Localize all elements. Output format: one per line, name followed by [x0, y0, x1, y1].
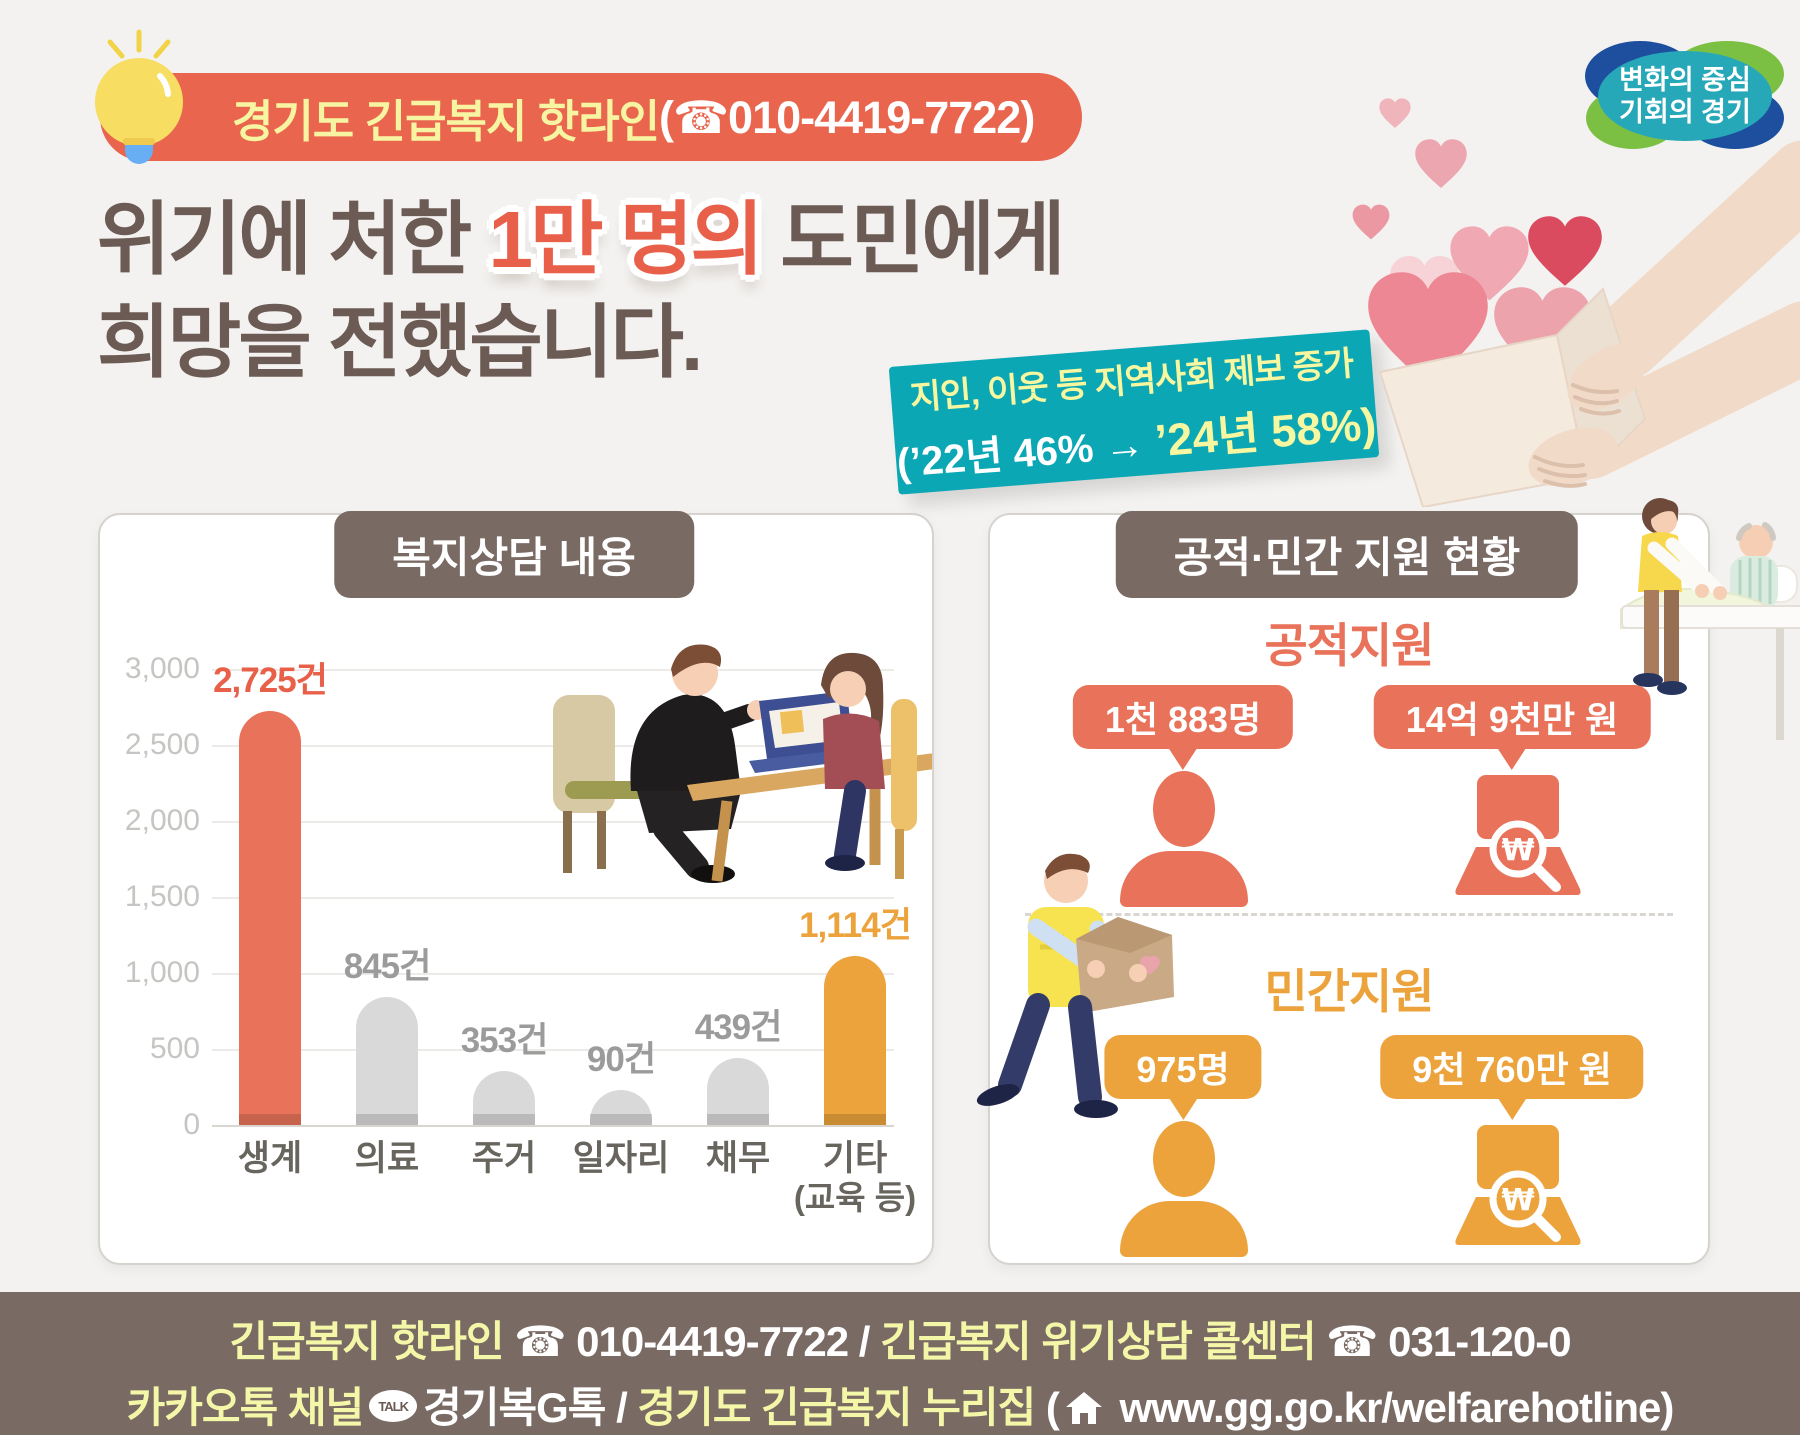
- gridline: [212, 973, 894, 975]
- y-axis-label: 2,000: [124, 804, 200, 837]
- kakao-talk-icon: TALK: [369, 1390, 418, 1426]
- ribbon-line2-white: (’22년 46% →: [895, 421, 1158, 486]
- gridline: [212, 897, 894, 899]
- y-axis-label: 1,000: [124, 956, 200, 989]
- private-amount-bubble: 9천 760만 원: [1380, 1035, 1644, 1099]
- svg-text:₩: ₩: [1501, 1183, 1534, 1218]
- gridline: [212, 1049, 894, 1051]
- footer-contact-bar: 긴급복지 핫라인 ☎ 010-4419-7722 / 긴급복지 위기상담 콜센터…: [0, 1292, 1800, 1435]
- public-people-bubble: 1천 883명: [1072, 685, 1294, 749]
- footer-text-segment: 긴급복지 핫라인: [229, 1318, 515, 1365]
- support-card-title: 공적·민간 지원 현황: [1115, 511, 1579, 598]
- hearts-giving-illustration: [1352, 98, 1800, 507]
- y-axis-label: 500: [149, 1032, 200, 1065]
- category-label: 생계: [237, 1139, 303, 1178]
- category-label: 채무: [705, 1139, 771, 1178]
- chart-card-title: 복지상담 내용: [334, 511, 694, 598]
- gridline: [212, 1125, 894, 1127]
- delivery-volunteer-illustration: [976, 853, 1174, 1118]
- hotline-badge: 경기도 긴급복지 핫라인 (☎010-4419-7722): [100, 73, 1083, 161]
- section-divider: [1025, 913, 1673, 916]
- category-label: 주거: [471, 1139, 537, 1178]
- laptop-money-search-icon: ₩: [1455, 1125, 1581, 1245]
- person-icon: [1120, 1121, 1248, 1257]
- gyeonggi-logo-text: 변화의 중심 기회의 경기: [1585, 40, 1785, 152]
- bar-value-label: 845건: [343, 947, 432, 986]
- bar: [473, 1071, 535, 1125]
- logo-line2: 기회의 경기: [1619, 97, 1751, 127]
- y-axis-label: 0: [183, 1108, 200, 1141]
- bar-value-label: 2,725건: [213, 661, 328, 700]
- headline-line2: 희망을 전했습니다.: [97, 298, 703, 388]
- bar: [707, 1058, 769, 1125]
- person-icon: [1120, 771, 1248, 907]
- bar-value-label: 353건: [460, 1021, 549, 1060]
- footer-text-segment: 긴급복지 위기상담 콜센터: [880, 1318, 1327, 1365]
- footer-text-segment: www.gg.go.kr/welfarehotline): [1108, 1384, 1675, 1431]
- public-support-label: 공적지원: [1264, 619, 1435, 672]
- footer-text-segment: 경기복G톡 /: [423, 1384, 638, 1431]
- footer-line2: 카카오톡 채널 TALK 경기복G톡 / 경기도 긴급복지 누리집 ( www.gg…: [0, 1374, 1800, 1435]
- bar: [356, 997, 418, 1125]
- hotline-badge-phone: (☎010-4419-7722): [659, 91, 1035, 143]
- bar: [239, 711, 301, 1125]
- hotline-badge-title: 경기도 긴급복지 핫라인: [232, 95, 660, 147]
- footer-text-segment: ☎ 031-120-0: [1326, 1318, 1571, 1365]
- bar-value-label: 1,114건: [799, 906, 912, 945]
- bar-value-label: 439건: [694, 1008, 783, 1047]
- laptop-money-search-icon: ₩: [1455, 775, 1581, 895]
- lightbulb-icon: [95, 29, 183, 164]
- gyeonggi-logo: 변화의 중심 기회의 경기: [1585, 40, 1785, 157]
- gridline: [212, 821, 894, 823]
- gyeonggi-logo-blobs: [1585, 41, 1784, 149]
- consultation-illustration: [553, 644, 932, 883]
- gridline: [212, 669, 894, 671]
- private-support-section: 민간지원 975명 9천 760만 원 ₩: [990, 515, 1708, 1263]
- caregiver-illustration: [1620, 498, 1800, 740]
- home-icon: [1065, 1392, 1102, 1424]
- headline-line1-post: 도민에게: [760, 195, 1065, 284]
- y-axis-label: 2,500: [124, 728, 200, 761]
- support-status-card: 공적지원 1천 883명 14억 9천만 원 ₩ 민간지원 975명 9천 76…: [988, 513, 1710, 1265]
- footer-line1: 긴급복지 핫라인 ☎ 010-4419-7722 / 긴급복지 위기상담 콜센터…: [0, 1308, 1800, 1369]
- headline-highlight: 1만 명의: [488, 195, 764, 284]
- category-label: 기타 (교육 등): [793, 1139, 917, 1217]
- public-amount-bubble: 14억 9천만 원: [1373, 685, 1651, 749]
- footer-text-segment: 경기도 긴급복지 누리집: [637, 1384, 1046, 1431]
- main-headline: 위기에 처한 1만 명의 도민에게 희망을 전했습니다.: [97, 188, 1066, 394]
- y-axis-label: 3,000: [124, 652, 200, 685]
- private-support-label: 민간지원: [1264, 965, 1435, 1018]
- y-axis-label: 1,500: [124, 880, 200, 913]
- footer-text-segment: (: [1045, 1384, 1060, 1431]
- svg-text:₩: ₩: [1501, 833, 1534, 868]
- bar: [824, 956, 886, 1125]
- headline-line1: 위기에 처한 1만 명의 도민에게: [97, 188, 1066, 291]
- footer-text-segment: ☎ 010-4419-7722 /: [514, 1318, 881, 1365]
- public-support-section: 공적지원 1천 883명 14억 9천만 원 ₩: [990, 515, 1708, 1263]
- footer-text-segment: 카카오톡 채널: [126, 1384, 365, 1431]
- logo-line1: 변화의 중심: [1619, 64, 1751, 95]
- category-label: 의료: [354, 1139, 420, 1178]
- private-people-bubble: 975명: [1104, 1035, 1262, 1099]
- headline-line1-pre: 위기에 처한: [97, 195, 489, 284]
- bar-value-label: 90건: [586, 1040, 656, 1079]
- bar: [590, 1090, 652, 1125]
- category-label: 일자리: [572, 1139, 670, 1178]
